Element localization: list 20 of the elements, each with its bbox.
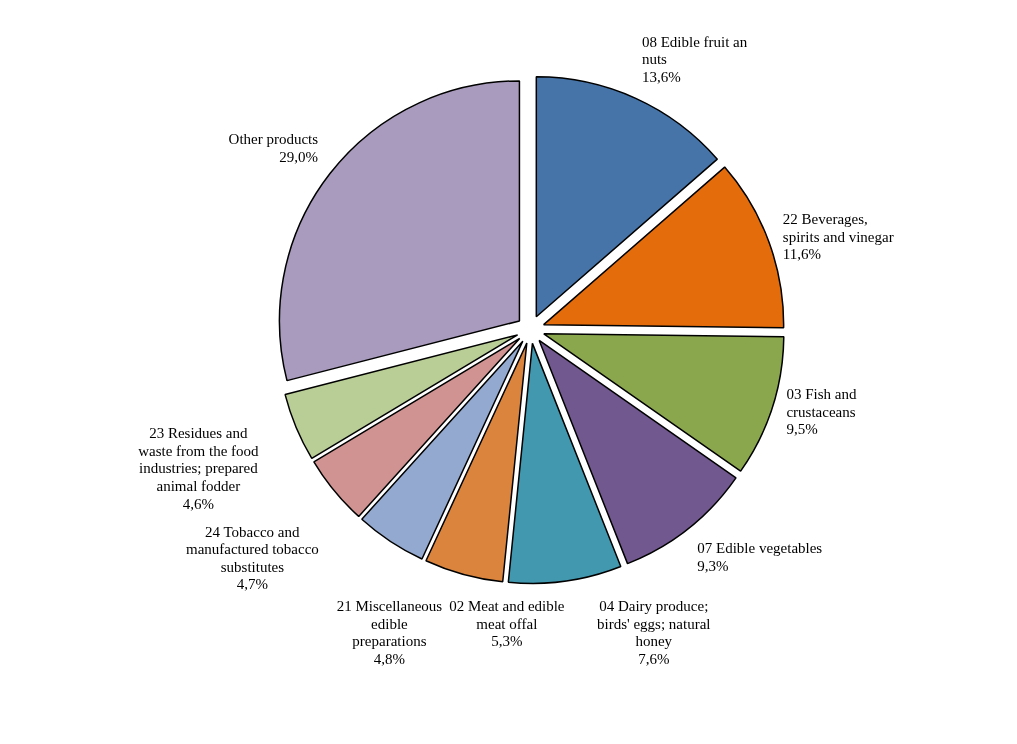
slice-label: 08 Edible fruit an nuts [641,33,748,68]
data-label: 7,6% [638,651,670,668]
data-label: 9,3% [697,557,729,574]
slice-label: 02 Meat and edible meat offal [449,598,565,632]
slice-label: 21 Miscellaneous edible preparations [336,598,443,650]
data-label: 9,5% [786,421,818,438]
data-label: 5,3% [491,633,523,650]
data-label: 4,6% [182,495,214,512]
slice-label: 07 Edible vegetables [697,540,823,557]
slice-label: 22 Beverages, spirits and vinegar [782,211,894,245]
slice-label: 24 Tobacco and manufactured tobacco substitutes [185,523,319,575]
data-label: 13,6% [641,68,681,85]
slice-label: 23 Residues and waste from the food industries; prepared animal fodder [138,425,260,494]
data-label: 4,8% [373,651,406,668]
data-label: 4,7% [236,576,269,593]
data-label: 11,6% [782,246,822,263]
data-label: 29,0% [279,148,319,165]
slice-label: 03 Fish and crustaceans [786,386,857,420]
slice-label: 04 Dairy produce; birds' eggs; natural honey [597,598,711,650]
slice-label: Other products [228,131,319,148]
